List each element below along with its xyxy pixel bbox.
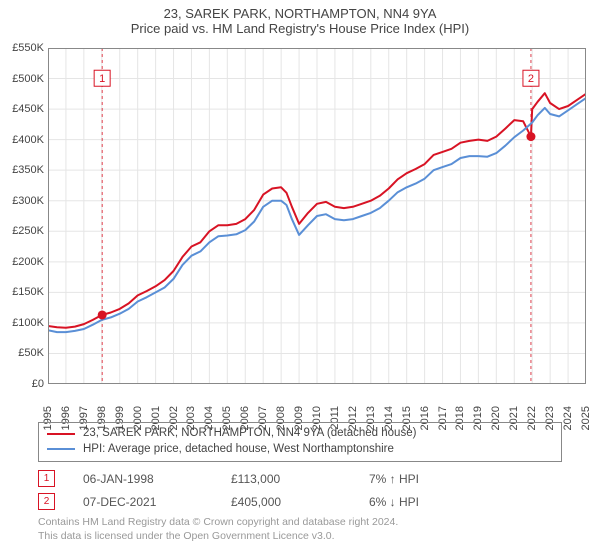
- footer-line-2: This data is licensed under the Open Gov…: [38, 530, 562, 544]
- sale-marker-box: 1: [38, 470, 55, 487]
- sale-delta: 7% ↑ HPI: [369, 472, 449, 486]
- sale-row: 1 06-JAN-1998 £113,000 7% ↑ HPI: [38, 470, 562, 487]
- legend-box: 23, SAREK PARK, NORTHAMPTON, NN4 9YA (de…: [38, 422, 562, 462]
- plot-area: 12: [48, 48, 586, 384]
- below-chart: 23, SAREK PARK, NORTHAMPTON, NN4 9YA (de…: [0, 418, 600, 543]
- legend-label: HPI: Average price, detached house, West…: [83, 442, 394, 458]
- x-axis-ticks: 1995199619971998199920002001200220032004…: [48, 386, 586, 418]
- y-tick-label: £350K: [12, 164, 44, 176]
- y-tick-label: £400K: [12, 134, 44, 146]
- y-tick-label: £100K: [12, 317, 44, 329]
- sale-marker-label-text: 1: [99, 73, 105, 85]
- sale-delta: 6% ↓ HPI: [369, 495, 449, 509]
- footer-line-1: Contains HM Land Registry data © Crown c…: [38, 516, 562, 530]
- sale-dot: [526, 132, 535, 141]
- sale-date: 07-DEC-2021: [83, 495, 203, 509]
- y-tick-label: £150K: [12, 286, 44, 298]
- sale-price: £113,000: [231, 472, 341, 486]
- legend-label: 23, SAREK PARK, NORTHAMPTON, NN4 9YA (de…: [83, 426, 416, 442]
- y-axis-ticks: £0£50K£100K£150K£200K£250K£300K£350K£400…: [0, 48, 46, 384]
- sale-marker-box: 2: [38, 493, 55, 510]
- y-tick-label: £500K: [12, 73, 44, 85]
- y-tick-label: £200K: [12, 256, 44, 268]
- sale-price: £405,000: [231, 495, 341, 509]
- sale-row: 2 07-DEC-2021 £405,000 6% ↓ HPI: [38, 493, 562, 510]
- sale-dot: [98, 310, 107, 319]
- sale-date: 06-JAN-1998: [83, 472, 203, 486]
- y-tick-label: £50K: [18, 347, 44, 359]
- y-tick-label: £300K: [12, 195, 44, 207]
- title-line-2: Price paid vs. HM Land Registry's House …: [0, 21, 600, 36]
- legend-row: 23, SAREK PARK, NORTHAMPTON, NN4 9YA (de…: [47, 426, 553, 442]
- sales-table: 1 06-JAN-1998 £113,000 7% ↑ HPI 2 07-DEC…: [38, 470, 562, 510]
- legend-row: HPI: Average price, detached house, West…: [47, 442, 553, 458]
- chart-titles: 23, SAREK PARK, NORTHAMPTON, NN4 9YA Pri…: [0, 0, 600, 36]
- y-tick-label: £250K: [12, 225, 44, 237]
- sale-marker-label-text: 2: [528, 73, 534, 85]
- y-tick-label: £0: [32, 378, 44, 390]
- title-line-1: 23, SAREK PARK, NORTHAMPTON, NN4 9YA: [0, 6, 600, 21]
- legend-swatch-series-0: [47, 433, 75, 435]
- footer-text: Contains HM Land Registry data © Crown c…: [38, 516, 562, 543]
- plot-svg: 12: [48, 48, 586, 384]
- legend-swatch-series-1: [47, 448, 75, 450]
- chart-container: 23, SAREK PARK, NORTHAMPTON, NN4 9YA Pri…: [0, 0, 600, 560]
- y-tick-label: £450K: [12, 103, 44, 115]
- y-tick-label: £550K: [12, 42, 44, 54]
